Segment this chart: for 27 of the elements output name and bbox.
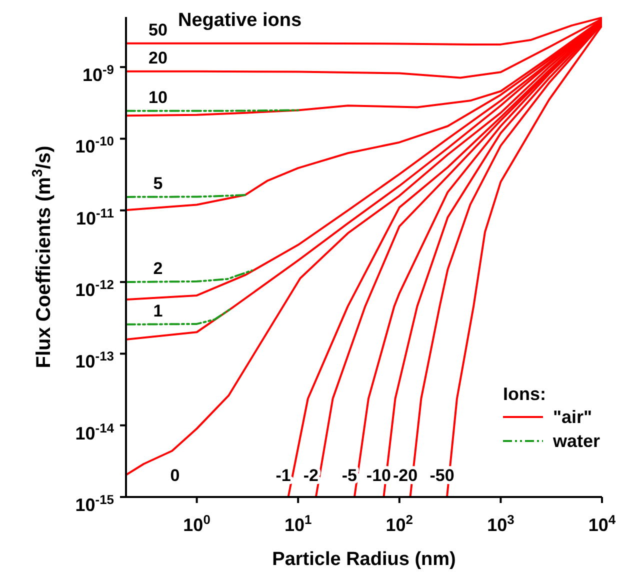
x-tick-label: 10$^{2}$ <box>386 512 414 535</box>
chart-title: Negative ions <box>178 10 302 31</box>
annotation: 1 <box>153 301 163 320</box>
annotation: 2 <box>153 258 163 278</box>
annotation: 50 <box>148 20 168 40</box>
y-tick-label: 10$^{-14}$ <box>75 420 115 444</box>
y-tick-label: 10$^{-15}$ <box>75 492 114 515</box>
annotation: -5 <box>342 466 358 485</box>
annotation: 5 <box>153 174 163 193</box>
x-axis-title: Particle Radius (nm) <box>272 549 456 570</box>
x-tick-label: 10$^{1}$ <box>284 512 312 535</box>
y-tick-label: 10$^{-11}$ <box>76 204 114 228</box>
x-tick-label: 10$^{4}$ <box>588 512 616 535</box>
annotation: -1 <box>276 466 291 485</box>
y-tick-label: 10$^{-10}$ <box>75 133 114 157</box>
y-tick-label: 10$^{-12}$ <box>75 276 114 300</box>
annotation: -2 <box>303 466 319 485</box>
y-tick-label: 10$^{-13}$ <box>75 348 114 372</box>
annotation: 20 <box>148 48 168 68</box>
annotation: 0 <box>170 466 180 485</box>
legend-label: water <box>552 430 600 452</box>
annotation: 10 <box>148 88 168 107</box>
y-tick-label: 10$^{-9}$ <box>82 62 114 86</box>
x-tick-label: 10$^{0}$ <box>183 512 210 535</box>
x-tick-label: 10$^{3}$ <box>487 512 514 535</box>
legend-label: "air" <box>552 406 592 428</box>
legend-title: Ions: <box>502 384 546 404</box>
